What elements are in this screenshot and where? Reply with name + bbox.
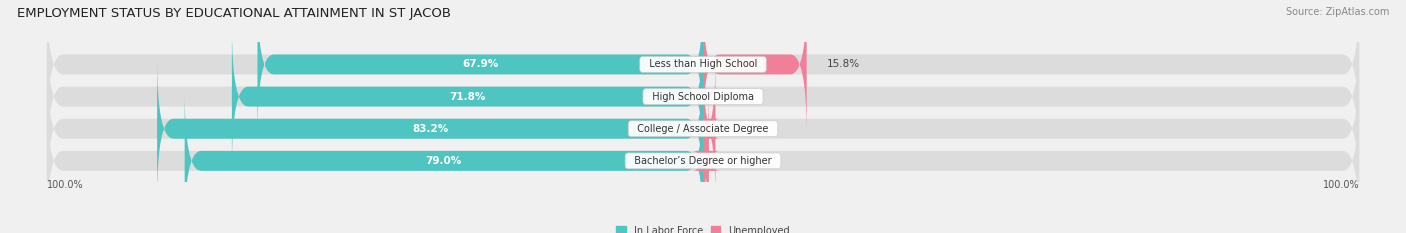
- FancyBboxPatch shape: [699, 58, 720, 199]
- FancyBboxPatch shape: [46, 0, 1360, 135]
- FancyBboxPatch shape: [46, 26, 1360, 167]
- Legend: In Labor Force, Unemployed: In Labor Force, Unemployed: [616, 226, 790, 233]
- Text: 67.9%: 67.9%: [463, 59, 498, 69]
- Text: High School Diploma: High School Diploma: [645, 92, 761, 102]
- Text: EMPLOYMENT STATUS BY EDUCATIONAL ATTAINMENT IN ST JACOB: EMPLOYMENT STATUS BY EDUCATIONAL ATTAINM…: [17, 7, 451, 20]
- Text: Bachelor’s Degree or higher: Bachelor’s Degree or higher: [628, 156, 778, 166]
- FancyBboxPatch shape: [46, 90, 1360, 231]
- Text: 0.9%: 0.9%: [728, 156, 755, 166]
- Text: College / Associate Degree: College / Associate Degree: [631, 124, 775, 134]
- Text: 83.2%: 83.2%: [412, 124, 449, 134]
- FancyBboxPatch shape: [157, 58, 703, 199]
- Text: 0.0%: 0.0%: [723, 92, 749, 102]
- FancyBboxPatch shape: [693, 90, 720, 231]
- FancyBboxPatch shape: [703, 0, 807, 135]
- Text: Source: ZipAtlas.com: Source: ZipAtlas.com: [1285, 7, 1389, 17]
- Text: Less than High School: Less than High School: [643, 59, 763, 69]
- FancyBboxPatch shape: [232, 26, 703, 167]
- FancyBboxPatch shape: [184, 90, 703, 231]
- Text: 71.8%: 71.8%: [450, 92, 485, 102]
- FancyBboxPatch shape: [257, 0, 703, 135]
- Text: 100.0%: 100.0%: [1323, 180, 1360, 190]
- Text: 15.8%: 15.8%: [827, 59, 859, 69]
- FancyBboxPatch shape: [46, 58, 1360, 199]
- Text: 79.0%: 79.0%: [426, 156, 463, 166]
- Text: 100.0%: 100.0%: [46, 180, 83, 190]
- Text: 1.9%: 1.9%: [735, 124, 762, 134]
